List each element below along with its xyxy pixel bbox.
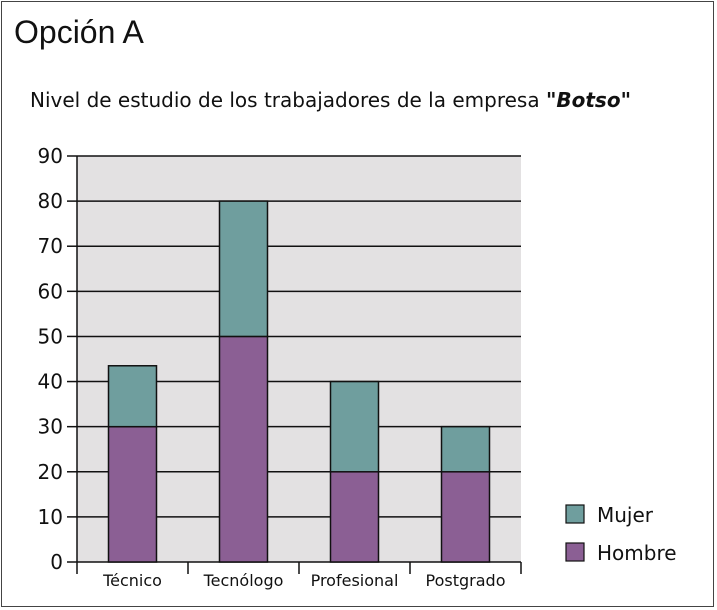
- x-tick-label: Profesional: [311, 571, 399, 590]
- bar-hombre: [220, 336, 268, 562]
- y-tick-label: 40: [38, 370, 63, 394]
- bar-hombre: [442, 472, 490, 562]
- x-tick-label: Técnico: [102, 571, 162, 590]
- y-tick-label: 60: [38, 279, 63, 303]
- y-tick-label: 70: [38, 234, 63, 258]
- y-tick-label: 30: [38, 415, 63, 439]
- bar-mujer: [442, 427, 490, 472]
- bar-mujer: [109, 366, 157, 427]
- legend-swatch: [566, 543, 584, 561]
- legend-label: Mujer: [597, 503, 654, 527]
- y-tick-label: 80: [38, 189, 63, 213]
- legend-swatch: [566, 505, 584, 523]
- y-tick-label: 20: [38, 460, 63, 484]
- bar-hombre: [331, 472, 379, 562]
- bar-mujer: [220, 201, 268, 336]
- legend-label: Hombre: [597, 541, 677, 565]
- bar-hombre: [109, 427, 157, 562]
- y-tick-label: 10: [38, 505, 63, 529]
- x-tick-label: Tecnólogo: [203, 571, 284, 590]
- x-tick-label: Postgrado: [426, 571, 506, 590]
- y-tick-label: 50: [38, 324, 63, 348]
- y-tick-label: 0: [50, 550, 63, 574]
- y-tick-label: 90: [38, 144, 63, 168]
- bar-mujer: [331, 382, 379, 472]
